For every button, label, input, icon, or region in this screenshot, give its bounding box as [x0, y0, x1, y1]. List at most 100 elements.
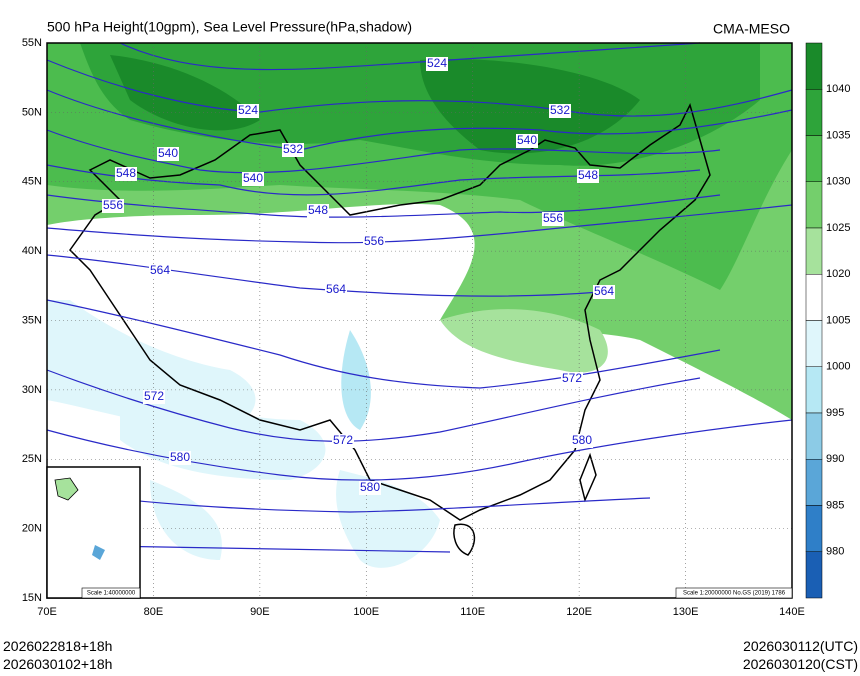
contour-label: 548	[308, 203, 328, 217]
colorbar-label: 995	[826, 407, 844, 419]
valid-utc: 2026030112(UTC)	[743, 638, 858, 654]
contour-label: 556	[364, 234, 384, 248]
lat-label: 55N	[22, 37, 42, 49]
lat-label: 45N	[22, 176, 42, 188]
map-scale: Scale 1:20000000 No.GS (2019) 1786	[683, 591, 786, 597]
colorbar-label: 1000	[826, 361, 850, 373]
colorbar-box	[805, 181, 823, 229]
contour-label: 548	[116, 166, 136, 180]
inset-scale: Scale 1:40000000	[87, 591, 136, 597]
contour-label: 564	[326, 282, 346, 296]
contour-label-bg	[542, 212, 564, 226]
lon-label: 90E	[250, 606, 270, 618]
contour-label-bg	[237, 104, 259, 118]
contour-label-bg	[115, 167, 137, 181]
lon-label: 130E	[673, 606, 699, 618]
contour-line	[46, 419, 793, 481]
lon-label: 70E	[37, 606, 57, 618]
contour-label: 556	[543, 211, 563, 225]
lon-label: 100E	[353, 606, 379, 618]
contour-line	[46, 204, 793, 244]
run-cst: 2026030102+18h	[3, 656, 113, 672]
contour-line	[46, 489, 651, 513]
map: 500 hPa Height(10gpm), Sea Level Pressur…	[22, 19, 851, 618]
colorbar-label: 985	[826, 499, 844, 511]
title: 500 hPa Height(10gpm), Sea Level Pressur…	[47, 19, 412, 35]
lon-label: 110E	[460, 606, 485, 618]
colorbar-box	[805, 227, 823, 275]
contour-label: 580	[360, 480, 380, 494]
lat-label: 40N	[22, 245, 42, 257]
contour-label: 572	[562, 371, 582, 385]
contour-label-bg	[363, 235, 385, 249]
contour-label-bg	[169, 451, 191, 465]
contour-label-bg	[426, 57, 448, 71]
contour-label-bg	[593, 285, 615, 299]
contour-label: 580	[170, 450, 190, 464]
contour-label: 540	[158, 146, 178, 160]
contour-line	[46, 59, 793, 117]
contour-label-bg	[143, 390, 165, 404]
colorbar-box	[805, 551, 823, 599]
lat-label: 15N	[22, 592, 42, 604]
colorbar-box	[805, 135, 823, 182]
map-frame	[46, 42, 793, 599]
colorbar-label: 1020	[826, 268, 850, 280]
contour-line	[46, 254, 601, 297]
colorbar: 1040 1035 1030 1025 1020 1005 1000 995 990 985 980	[805, 42, 850, 599]
contour-label: 524	[427, 56, 447, 70]
colorbar-label: 1035	[826, 129, 850, 141]
contour-line	[46, 194, 721, 218]
lat-label: 35N	[22, 314, 42, 326]
borders	[69, 102, 711, 556]
colorbar-label: 1005	[826, 314, 850, 326]
contour-label-bg	[516, 134, 538, 148]
contour-label: 564	[150, 263, 170, 277]
contour-line	[119, 42, 701, 71]
colorbar-box	[805, 366, 823, 414]
contour-label-bg	[577, 169, 599, 183]
contour-label: 572	[144, 389, 164, 403]
contour-label: 564	[594, 284, 614, 298]
colorbar-label: 990	[826, 453, 844, 465]
contour-label: 556	[103, 198, 123, 212]
lon-label: 120E	[566, 606, 592, 618]
colorbar-label: 1025	[826, 222, 850, 234]
colorbar-box	[805, 320, 823, 367]
contour-line	[46, 89, 793, 151]
contour-label: 532	[283, 142, 303, 156]
contour-label-bg	[307, 204, 329, 218]
colorbar-box	[805, 412, 823, 460]
lat-label: 25N	[22, 453, 42, 465]
colorbar-box	[805, 459, 823, 506]
contour-line	[46, 299, 721, 389]
contour-label-bg	[282, 143, 304, 157]
contour-label-bg	[102, 199, 124, 213]
colorbar-box	[805, 274, 823, 321]
colorbar-label: 1030	[826, 176, 850, 188]
contour-label: 524	[238, 103, 258, 117]
lat-label: 50N	[22, 106, 42, 118]
colorbar-box	[805, 505, 823, 552]
contour-label-bg	[359, 481, 381, 495]
lat-label: 20N	[22, 523, 42, 535]
contour-label-bg	[242, 172, 264, 186]
contour-line	[46, 129, 721, 174]
contour-label: 540	[243, 171, 263, 185]
contour-label-bg	[157, 147, 179, 161]
lon-label: 80E	[144, 606, 164, 618]
contour-label: 548	[578, 168, 598, 182]
contour-label: 580	[572, 433, 592, 447]
contour-label-bg	[561, 372, 583, 386]
inset: Scale 1:40000000	[46, 466, 141, 599]
contour-label: 532	[550, 103, 570, 117]
contour-label-bg	[149, 264, 171, 278]
source: CMA-MESO	[713, 21, 790, 37]
lon-label: 140E	[779, 606, 805, 618]
run-utc: 2026022818+18h	[3, 638, 113, 654]
contour-label: 540	[517, 133, 537, 147]
contour-label: 572	[333, 433, 353, 447]
contour-label-bg	[332, 434, 354, 448]
contour-label-bg	[571, 434, 593, 448]
